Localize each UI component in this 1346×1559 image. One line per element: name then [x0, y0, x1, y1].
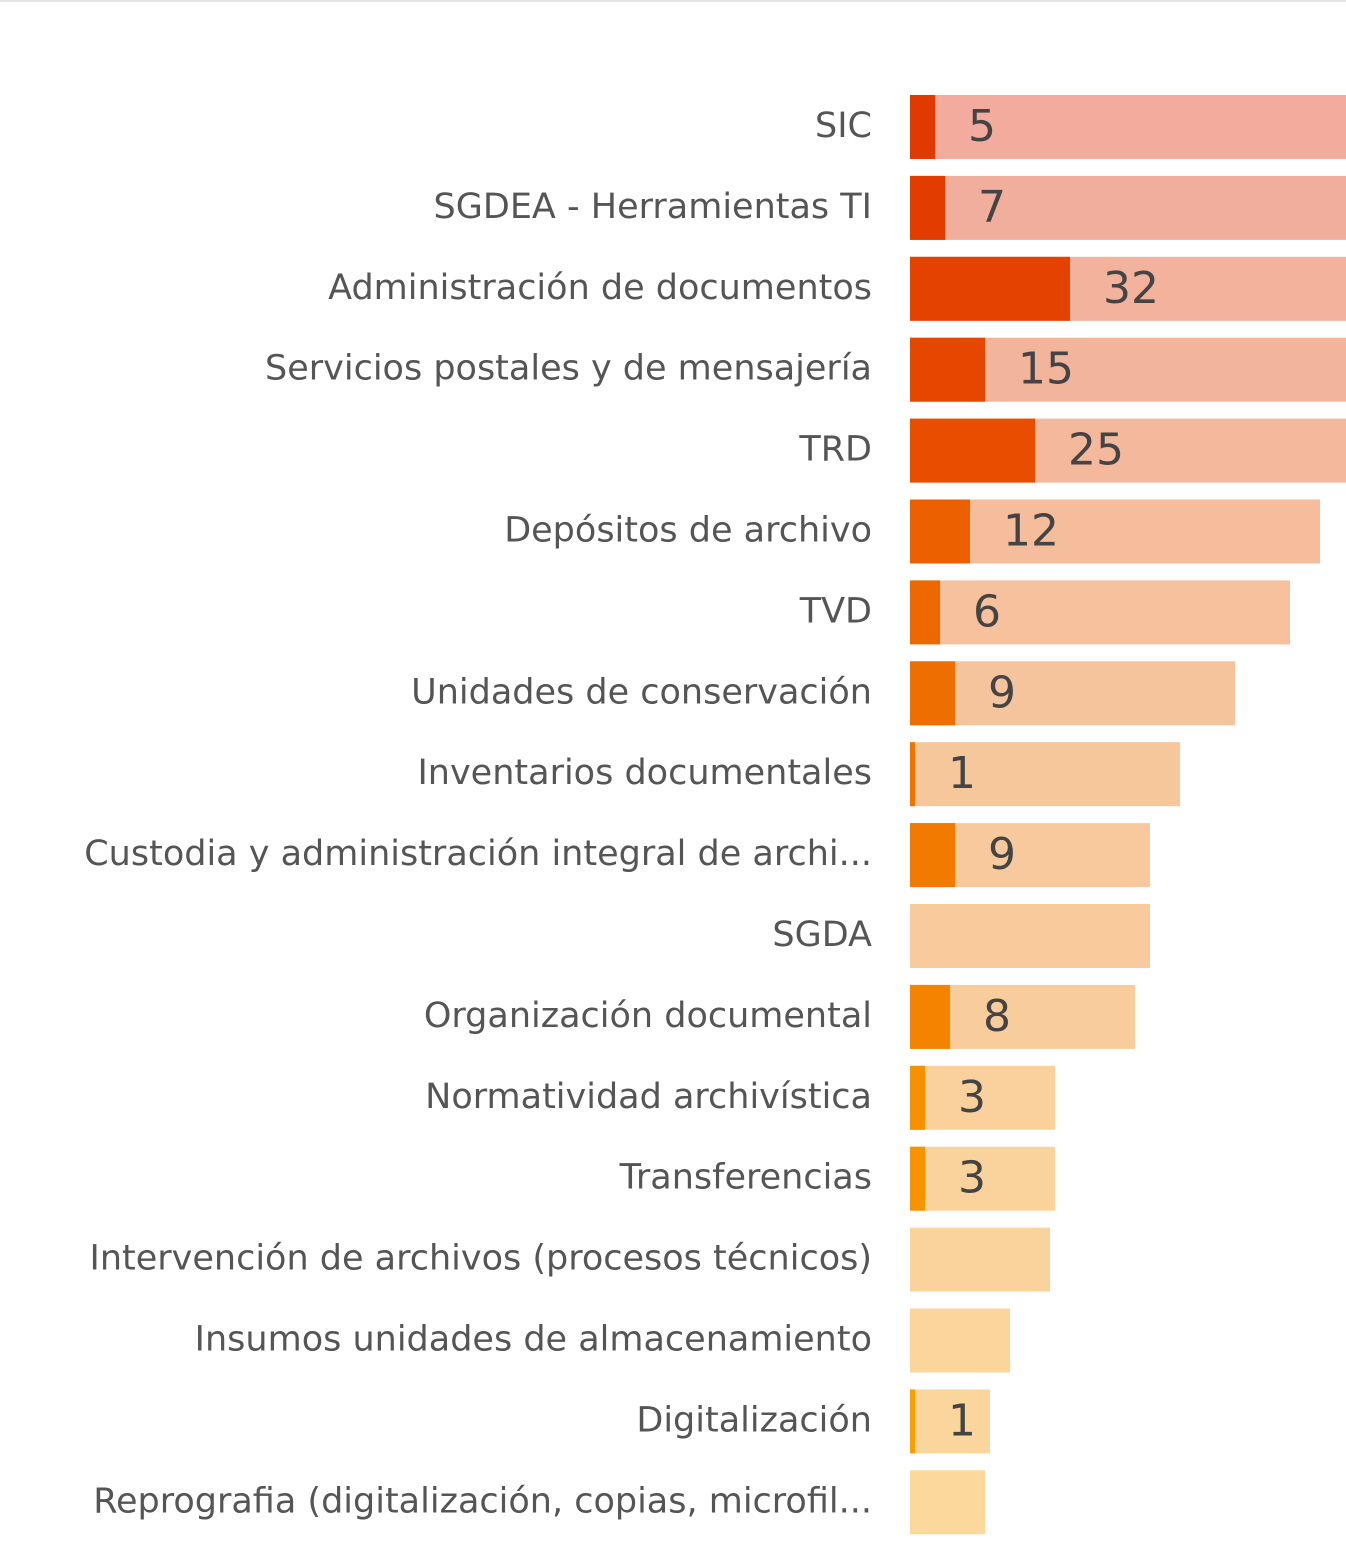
category-label: SGDEA - Herramientas TI [434, 187, 872, 227]
bar [910, 661, 1235, 726]
data-label: 7 [978, 182, 1006, 233]
bar [910, 823, 955, 888]
data-label: 9 [988, 667, 1016, 718]
category-label: Depósitos de archivo [504, 511, 872, 551]
bar [910, 337, 985, 402]
data-label: 9 [988, 829, 1016, 880]
data-label: 12 [1003, 506, 1059, 557]
data-label: 3 [958, 1153, 986, 1204]
bar [910, 1308, 1010, 1373]
category-label: Digitalización [636, 1400, 872, 1440]
bar [910, 742, 915, 807]
bar [910, 175, 1346, 240]
category-label: Administración de documentos [328, 268, 872, 308]
category-label: TVD [799, 591, 872, 631]
category-label: TRD [798, 430, 872, 470]
data-label: 1 [948, 1395, 976, 1446]
data-label: 3 [958, 1072, 986, 1123]
category-label: Transferencias [619, 1158, 872, 1198]
category-label: Inventarios documentales [417, 753, 872, 793]
data-label: 5 [968, 101, 996, 152]
bar [910, 904, 1150, 968]
category-label: Custodia y administración integral de ar… [84, 834, 872, 874]
bar [910, 1065, 1055, 1130]
bar [910, 742, 1180, 807]
bar [910, 499, 1320, 564]
bar [910, 1470, 985, 1535]
bar [910, 580, 1290, 645]
bar [910, 499, 970, 564]
data-label: 6 [973, 586, 1001, 637]
category-label: SIC [815, 106, 872, 146]
category-label: SGDA [772, 915, 872, 955]
category-label: Unidades de conservación [411, 672, 872, 712]
bar [910, 1227, 1050, 1292]
bar [910, 1146, 925, 1211]
category-label: Intervención de archivos (procesos técni… [90, 1239, 873, 1279]
category-label: Reprografia (digitalización, copias, mic… [93, 1481, 872, 1521]
data-label: 8 [983, 991, 1011, 1042]
bar [910, 95, 935, 159]
bar [910, 661, 955, 726]
bar [910, 1389, 915, 1454]
bar [910, 984, 950, 1049]
category-label: Normatividad archivística [425, 1077, 872, 1117]
bar [910, 256, 1070, 321]
bar [910, 95, 1346, 159]
data-label: 15 [1018, 344, 1074, 395]
data-label: 1 [948, 748, 976, 799]
category-label: Servicios postales y de mensajería [265, 349, 872, 389]
bar [910, 175, 945, 240]
data-label: 32 [1103, 263, 1159, 314]
data-label: 25 [1068, 425, 1124, 476]
bar [910, 1065, 925, 1130]
category-label: Organización documental [424, 996, 872, 1036]
bar [910, 580, 940, 645]
bar [910, 1389, 990, 1454]
bar [910, 1146, 1055, 1211]
bar [910, 418, 1035, 483]
category-label: Insumos unidades de almacenamiento [195, 1320, 872, 1360]
plot-area [910, 95, 1346, 1535]
